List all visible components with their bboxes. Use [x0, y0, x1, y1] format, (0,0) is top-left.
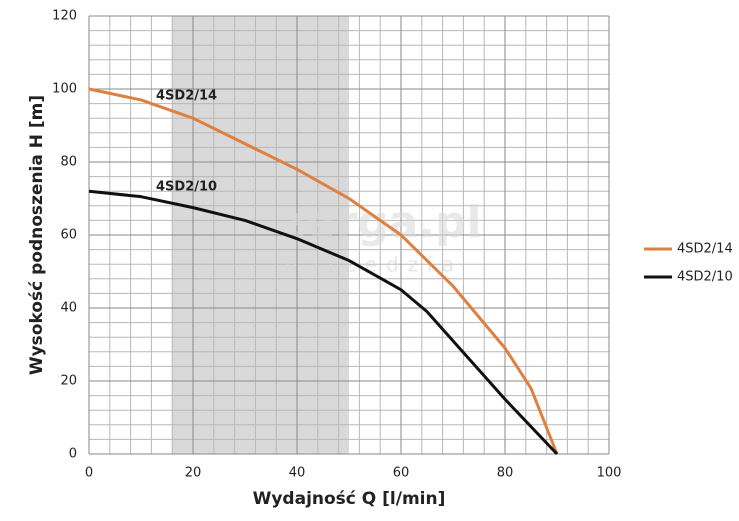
x-tick-label: 100	[597, 466, 622, 481]
series-line	[88, 189, 559, 456]
y-tick-label: 20	[60, 374, 77, 389]
y-tick-label: 120	[52, 9, 77, 24]
y-axis-title: Wysokość podnoszenia H [m]	[27, 95, 47, 375]
x-tick-label: 0	[85, 466, 93, 481]
legend-label: 4SD2/10	[677, 270, 733, 285]
x-axis-title: Wydajność Q [l/min]	[253, 489, 446, 509]
legend-label: 4SD2/14	[677, 242, 733, 257]
x-tick-label: 60	[393, 466, 410, 481]
y-tick-label: 60	[60, 228, 77, 243]
x-tick-label: 80	[497, 466, 514, 481]
y-tick-label: 80	[60, 155, 77, 170]
y-tick-label: 100	[52, 82, 77, 97]
x-tick-label: 20	[185, 466, 202, 481]
x-tick-label: 40	[289, 466, 306, 481]
annotation: 4SD2/10	[156, 180, 217, 195]
series-line	[88, 87, 559, 455]
y-tick-label: 40	[60, 301, 77, 316]
y-tick-label: 0	[69, 447, 77, 462]
annotation: 4SD2/14	[156, 89, 217, 104]
